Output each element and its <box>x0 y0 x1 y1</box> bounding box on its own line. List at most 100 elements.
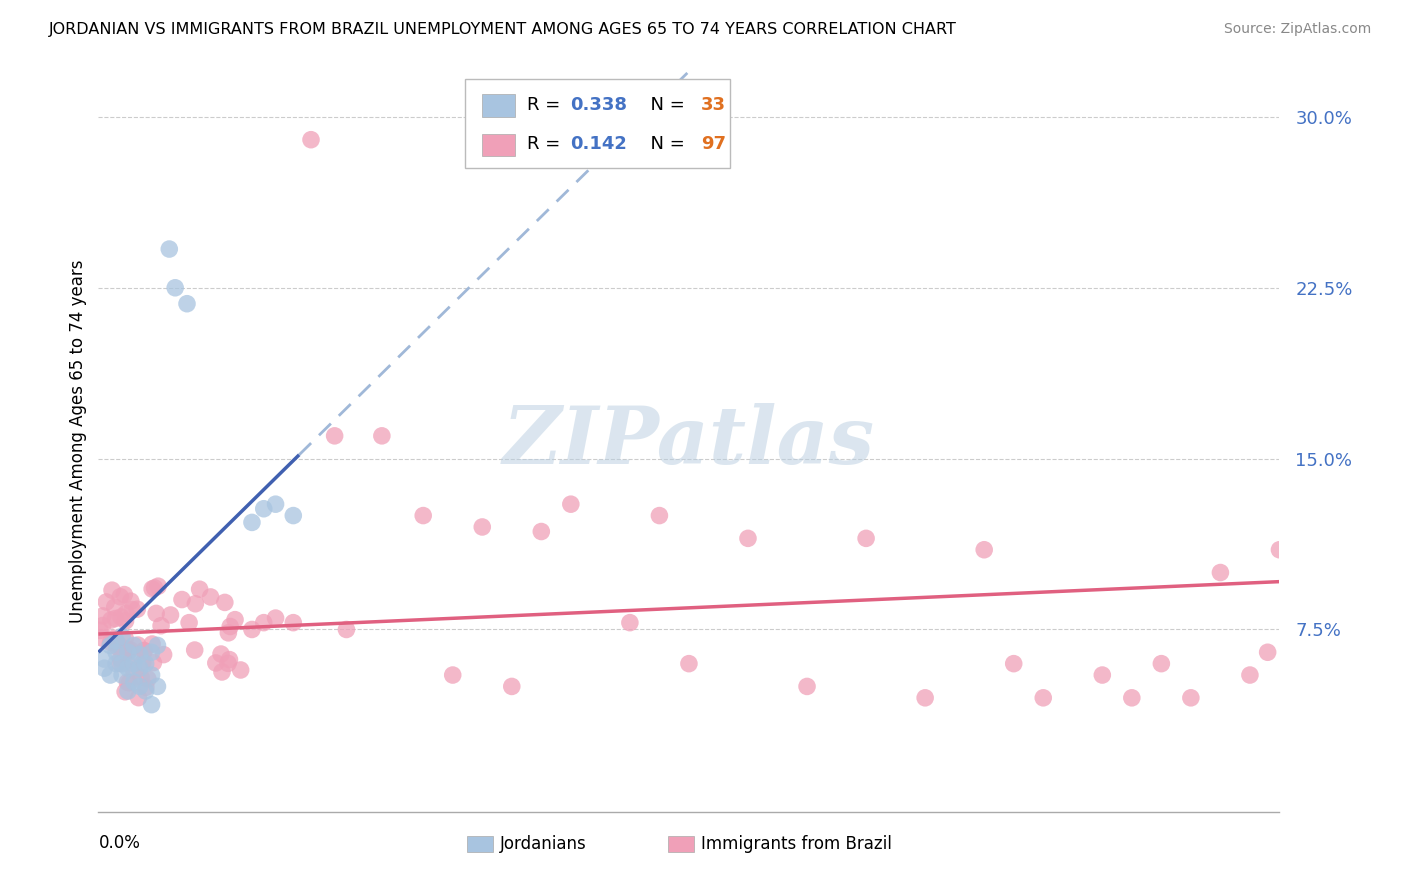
Point <box>117 661 139 675</box>
Point <box>200 590 222 604</box>
Text: N =: N = <box>640 96 690 114</box>
Text: 33: 33 <box>700 96 725 114</box>
Point <box>157 242 180 256</box>
Point <box>93 661 115 675</box>
Point <box>101 583 124 598</box>
Point <box>170 592 193 607</box>
Text: 0.0%: 0.0% <box>98 834 141 852</box>
Point <box>152 648 174 662</box>
Point <box>114 614 136 628</box>
Point <box>141 645 163 659</box>
Point <box>129 670 152 684</box>
Point <box>121 602 143 616</box>
FancyBboxPatch shape <box>482 134 516 156</box>
Point <box>283 508 305 523</box>
Text: Jordanians: Jordanians <box>501 835 586 854</box>
Point <box>323 429 346 443</box>
Point <box>264 611 287 625</box>
Point <box>104 600 127 615</box>
Point <box>141 637 163 651</box>
Point <box>141 582 163 596</box>
Point <box>143 581 166 595</box>
Point <box>176 296 198 310</box>
Point <box>177 615 200 630</box>
Point <box>145 607 167 621</box>
Point <box>105 657 128 671</box>
Point <box>110 651 132 665</box>
Point <box>114 685 136 699</box>
FancyBboxPatch shape <box>482 95 516 117</box>
Point <box>141 698 163 712</box>
Point <box>132 643 155 657</box>
Text: ZIPatlas: ZIPatlas <box>503 403 875 480</box>
Point <box>141 668 163 682</box>
Point <box>128 661 150 675</box>
Point <box>120 594 142 608</box>
Point <box>146 680 169 694</box>
Point <box>108 638 131 652</box>
Point <box>105 633 128 648</box>
Point <box>217 657 239 671</box>
Point <box>218 652 240 666</box>
Point <box>253 615 276 630</box>
Point <box>1032 690 1054 705</box>
Point <box>973 542 995 557</box>
Point <box>165 281 187 295</box>
Point <box>122 674 145 689</box>
Point <box>127 638 149 652</box>
Point <box>211 665 233 679</box>
Point <box>205 656 228 670</box>
Text: 97: 97 <box>700 135 725 153</box>
Point <box>122 639 145 653</box>
Point <box>159 607 181 622</box>
Point <box>111 629 134 643</box>
Point <box>283 615 305 630</box>
Text: 0.142: 0.142 <box>569 135 627 153</box>
Point <box>1121 690 1143 705</box>
Point <box>335 623 357 637</box>
Point <box>111 668 134 682</box>
Point <box>678 657 700 671</box>
Text: R =: R = <box>527 96 567 114</box>
Point <box>371 429 394 443</box>
Point <box>122 664 145 678</box>
Point <box>112 588 135 602</box>
FancyBboxPatch shape <box>467 836 494 853</box>
Point <box>560 497 582 511</box>
Point <box>111 657 134 671</box>
Point <box>214 595 236 609</box>
Point <box>91 608 114 623</box>
Point <box>855 532 877 546</box>
Text: R =: R = <box>527 135 567 153</box>
Point <box>135 657 157 671</box>
Point <box>117 684 139 698</box>
Point <box>122 657 145 671</box>
Point <box>501 680 523 694</box>
Point <box>98 639 121 653</box>
Point <box>209 647 232 661</box>
Point <box>412 508 434 523</box>
FancyBboxPatch shape <box>668 836 693 853</box>
Point <box>737 532 759 546</box>
Text: 0.338: 0.338 <box>569 96 627 114</box>
Point <box>142 656 165 670</box>
Point <box>1150 657 1173 671</box>
Point <box>114 632 136 646</box>
Point <box>150 618 173 632</box>
Text: N =: N = <box>640 135 690 153</box>
Point <box>100 635 122 649</box>
Point <box>1268 542 1291 557</box>
Point <box>127 602 149 616</box>
Text: JORDANIAN VS IMMIGRANTS FROM BRAZIL UNEMPLOYMENT AMONG AGES 65 TO 74 YEARS CORRE: JORDANIAN VS IMMIGRANTS FROM BRAZIL UNEM… <box>49 22 957 37</box>
Text: Source: ZipAtlas.com: Source: ZipAtlas.com <box>1223 22 1371 37</box>
Point <box>135 681 157 695</box>
Point <box>100 613 122 627</box>
Point <box>104 611 127 625</box>
Point <box>136 672 159 686</box>
Point <box>240 623 263 637</box>
Point <box>796 680 818 694</box>
Point <box>253 501 276 516</box>
Point <box>1257 645 1279 659</box>
Point <box>183 643 205 657</box>
Point <box>264 497 287 511</box>
